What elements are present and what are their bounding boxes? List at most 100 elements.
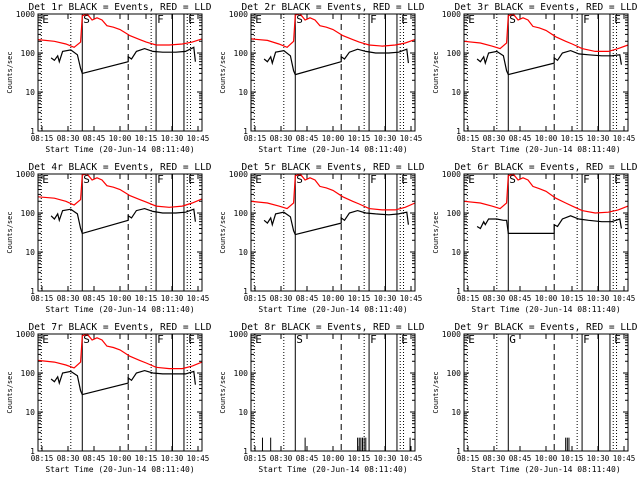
event-marker-label: E — [614, 333, 621, 346]
x-tick-label: 10:00 — [535, 294, 558, 303]
y-axis-label: Counts/sec — [219, 371, 227, 413]
x-tick-label: 10:30 — [374, 134, 397, 143]
event-marker-label: F — [370, 333, 377, 346]
event-marker-label: F — [157, 173, 164, 186]
x-tick-label: 10:00 — [535, 454, 558, 463]
event-marker-label: E — [401, 173, 408, 186]
x-tick-label: 08:15 — [244, 294, 267, 303]
x-tick-label: 08:45 — [509, 294, 532, 303]
panel-title: Det 2r BLACK = Events, RED = LLD — [241, 2, 424, 13]
series-line-lld — [37, 173, 203, 208]
y-tick-label: 100 — [21, 209, 36, 218]
y-axis-label: Counts/sec — [219, 51, 227, 93]
event-marker-label: E — [255, 333, 262, 346]
event-marker-label: E — [614, 173, 621, 186]
y-axis-label: Counts/sec — [432, 211, 440, 253]
series-line-lld — [463, 173, 629, 214]
x-tick-label: 10:00 — [109, 294, 132, 303]
y-tick-label: 10 — [238, 88, 248, 97]
y-tick-label: 1000 — [442, 10, 461, 19]
y-tick-label: 100 — [447, 209, 462, 218]
x-tick-label: 08:30 — [270, 294, 293, 303]
y-axis-label: Counts/sec — [6, 51, 14, 93]
y-tick-label: 1000 — [229, 10, 248, 19]
y-tick-label: 1000 — [16, 170, 35, 179]
x-axis-label: Start Time (20-Jun-14 08:11:40) — [258, 145, 407, 154]
x-tick-label: 10:30 — [161, 294, 184, 303]
x-tick-label: 10:30 — [161, 454, 184, 463]
x-tick-label: 10:15 — [135, 294, 158, 303]
y-axis-label: Counts/sec — [432, 51, 440, 93]
x-tick-label: 10:30 — [587, 134, 610, 143]
event-marker-label: F — [583, 333, 590, 346]
x-axis-label: Start Time (20-Jun-14 08:11:40) — [45, 465, 194, 474]
x-tick-label: 08:30 — [483, 134, 506, 143]
x-tick-label: 08:30 — [270, 134, 293, 143]
y-tick-label: 1 — [243, 287, 248, 296]
panel-title: Det 8r BLACK = Events, RED = LLD — [241, 322, 424, 333]
x-tick-label: 10:15 — [348, 294, 371, 303]
series-line-lld — [463, 13, 629, 52]
x-tick-label: 08:45 — [509, 134, 532, 143]
x-tick-label: 10:45 — [400, 454, 423, 463]
x-tick-label: 10:00 — [535, 134, 558, 143]
panel-det-8: Det 8r BLACK = Events, RED = LLD Counts/s… — [219, 322, 425, 474]
event-marker-label: F — [370, 173, 377, 186]
event-marker-label: E — [468, 333, 475, 346]
y-axis-label: Counts/sec — [6, 371, 14, 413]
y-tick-label: 100 — [21, 49, 36, 58]
y-tick-label: 1000 — [229, 330, 248, 339]
x-tick-label: 10:00 — [109, 454, 132, 463]
x-axis-label: Start Time (20-Jun-14 08:11:40) — [471, 305, 620, 314]
plot-frame — [37, 13, 203, 132]
series-line-lld — [37, 13, 203, 48]
x-tick-label: 08:15 — [457, 134, 480, 143]
panel-title: Det 9r BLACK = Events, RED = LLD — [454, 322, 637, 333]
x-tick-label: 10:45 — [613, 454, 636, 463]
event-marker-label: E — [468, 173, 475, 186]
y-tick-label: 100 — [234, 49, 249, 58]
x-tick-label: 10:00 — [322, 454, 345, 463]
series-line-lld — [250, 173, 416, 211]
panel-det-9: Det 9r BLACK = Events, RED = LLD Counts/s… — [432, 322, 638, 474]
x-tick-label: 08:30 — [483, 454, 506, 463]
x-tick-label: 10:00 — [322, 134, 345, 143]
x-tick-label: 10:30 — [374, 454, 397, 463]
x-tick-label: 08:15 — [244, 454, 267, 463]
event-marker-label: S — [296, 333, 303, 346]
x-tick-label: 10:30 — [161, 134, 184, 143]
event-marker-label: E — [255, 13, 262, 26]
x-axis-label: Start Time (20-Jun-14 08:11:40) — [471, 145, 620, 154]
x-tick-label: 08:15 — [31, 454, 54, 463]
panel-title: Det 4r BLACK = Events, RED = LLD — [28, 162, 211, 173]
y-tick-label: 10 — [451, 88, 461, 97]
y-tick-label: 10 — [451, 248, 461, 257]
x-tick-label: 08:45 — [296, 454, 319, 463]
plot-frame — [250, 173, 416, 292]
event-marker-label: F — [583, 173, 590, 186]
y-tick-label: 1000 — [229, 170, 248, 179]
y-tick-label: 1000 — [16, 330, 35, 339]
y-tick-label: 10 — [25, 248, 35, 257]
y-tick-label: 1 — [30, 287, 35, 296]
series-line-events — [476, 49, 622, 76]
plot-frame — [37, 333, 203, 452]
y-axis-label: Counts/sec — [432, 371, 440, 413]
x-tick-label: 08:30 — [57, 294, 80, 303]
series-line-events — [50, 46, 196, 75]
panel-det-1: Det 1r BLACK = Events, RED = LLD Counts/s… — [6, 2, 212, 154]
y-tick-label: 1 — [30, 127, 35, 136]
x-tick-label: 10:15 — [348, 134, 371, 143]
series-line-events — [263, 48, 409, 76]
x-tick-label: 08:45 — [296, 134, 319, 143]
event-marker-label: S — [83, 333, 90, 346]
panel-det-4: Det 4r BLACK = Events, RED = LLD Counts/s… — [6, 162, 212, 314]
x-axis-label: Start Time (20-Jun-14 08:11:40) — [45, 145, 194, 154]
y-tick-label: 100 — [21, 369, 36, 378]
plot-frame — [463, 333, 629, 452]
y-tick-label: 1 — [30, 447, 35, 456]
x-tick-label: 10:00 — [322, 294, 345, 303]
event-marker-label: S — [83, 13, 90, 26]
